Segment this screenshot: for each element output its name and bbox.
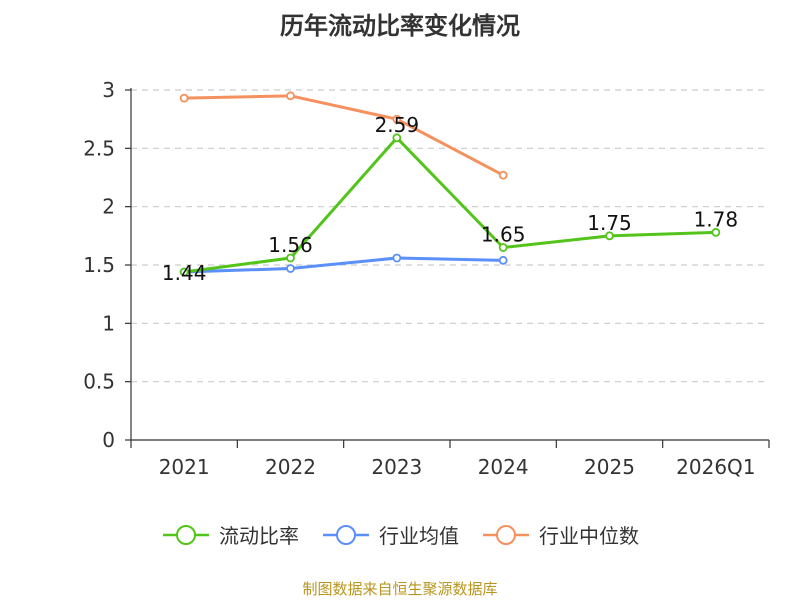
data-point [498, 170, 508, 180]
data-point [392, 114, 402, 124]
data-point [392, 133, 402, 143]
y-tick-label: 2 [102, 195, 115, 219]
legend-swatch-industry-median [483, 524, 529, 545]
data-label: 1.65 [481, 223, 526, 247]
legend-label-industry-mean: 行业均值 [379, 524, 459, 548]
data-label: 2.59 [375, 113, 420, 137]
x-tick-label: 2024 [478, 455, 529, 479]
legend-label-current-ratio: 流动比率 [219, 524, 299, 548]
x-tick-label: 2026Q1 [676, 455, 755, 479]
data-point [498, 243, 508, 252]
x-tick-label: 2021 [159, 455, 210, 479]
data-label: 1.75 [587, 211, 632, 235]
series-line [184, 256, 504, 274]
x-tick-label: 2025 [584, 455, 635, 479]
data-label: 1.44 [162, 261, 207, 285]
legend-label-industry-median: 行业中位数 [539, 524, 639, 548]
y-tick-label: 0.5 [83, 370, 115, 394]
legend-item-current-ratio[interactable]: 流动比率 [161, 520, 299, 549]
series-line [184, 94, 504, 177]
data-point [286, 253, 295, 263]
series-line [183, 136, 716, 274]
legend-swatch-current-ratio [163, 524, 209, 545]
x-tick-label: 2022 [265, 455, 316, 479]
legend-swatch-industry-mean [323, 524, 369, 545]
data-labels: 1.44 1.56 2.59 1.65 1.75 1.78 [162, 113, 738, 285]
chart-title: 历年流动比率变化情况 [280, 12, 520, 40]
data-point [605, 231, 614, 241]
data-point [498, 255, 508, 265]
data-point [179, 267, 189, 277]
data-point [392, 253, 402, 263]
series-layer [179, 91, 721, 277]
data-label: 1.56 [268, 233, 313, 257]
data-point [711, 227, 721, 237]
y-tick-label: 2.5 [83, 136, 115, 160]
axes: 0 0.5 1 1.5 2 2.5 3 2021 2022 2023 2024 2025 2026Q1 [83, 78, 770, 479]
gridlines [131, 89, 769, 383]
data-label: 1.78 [694, 207, 739, 231]
data-point [286, 264, 295, 273]
y-tick-label: 0 [102, 428, 115, 452]
data-point [286, 91, 295, 101]
legend: 流动比率 行业均值 行业中位数 [0, 520, 800, 549]
source-note: 制图数据来自恒生聚源数据库 [302, 580, 498, 598]
x-tick-label: 2023 [371, 455, 422, 479]
legend-item-industry-mean[interactable]: 行业均值 [321, 520, 459, 549]
data-point [179, 93, 189, 103]
y-tick-label: 3 [102, 78, 115, 102]
y-tick-label: 1 [102, 311, 115, 335]
legend-item-industry-median[interactable]: 行业中位数 [481, 520, 639, 549]
y-tick-label: 1.5 [83, 253, 115, 277]
